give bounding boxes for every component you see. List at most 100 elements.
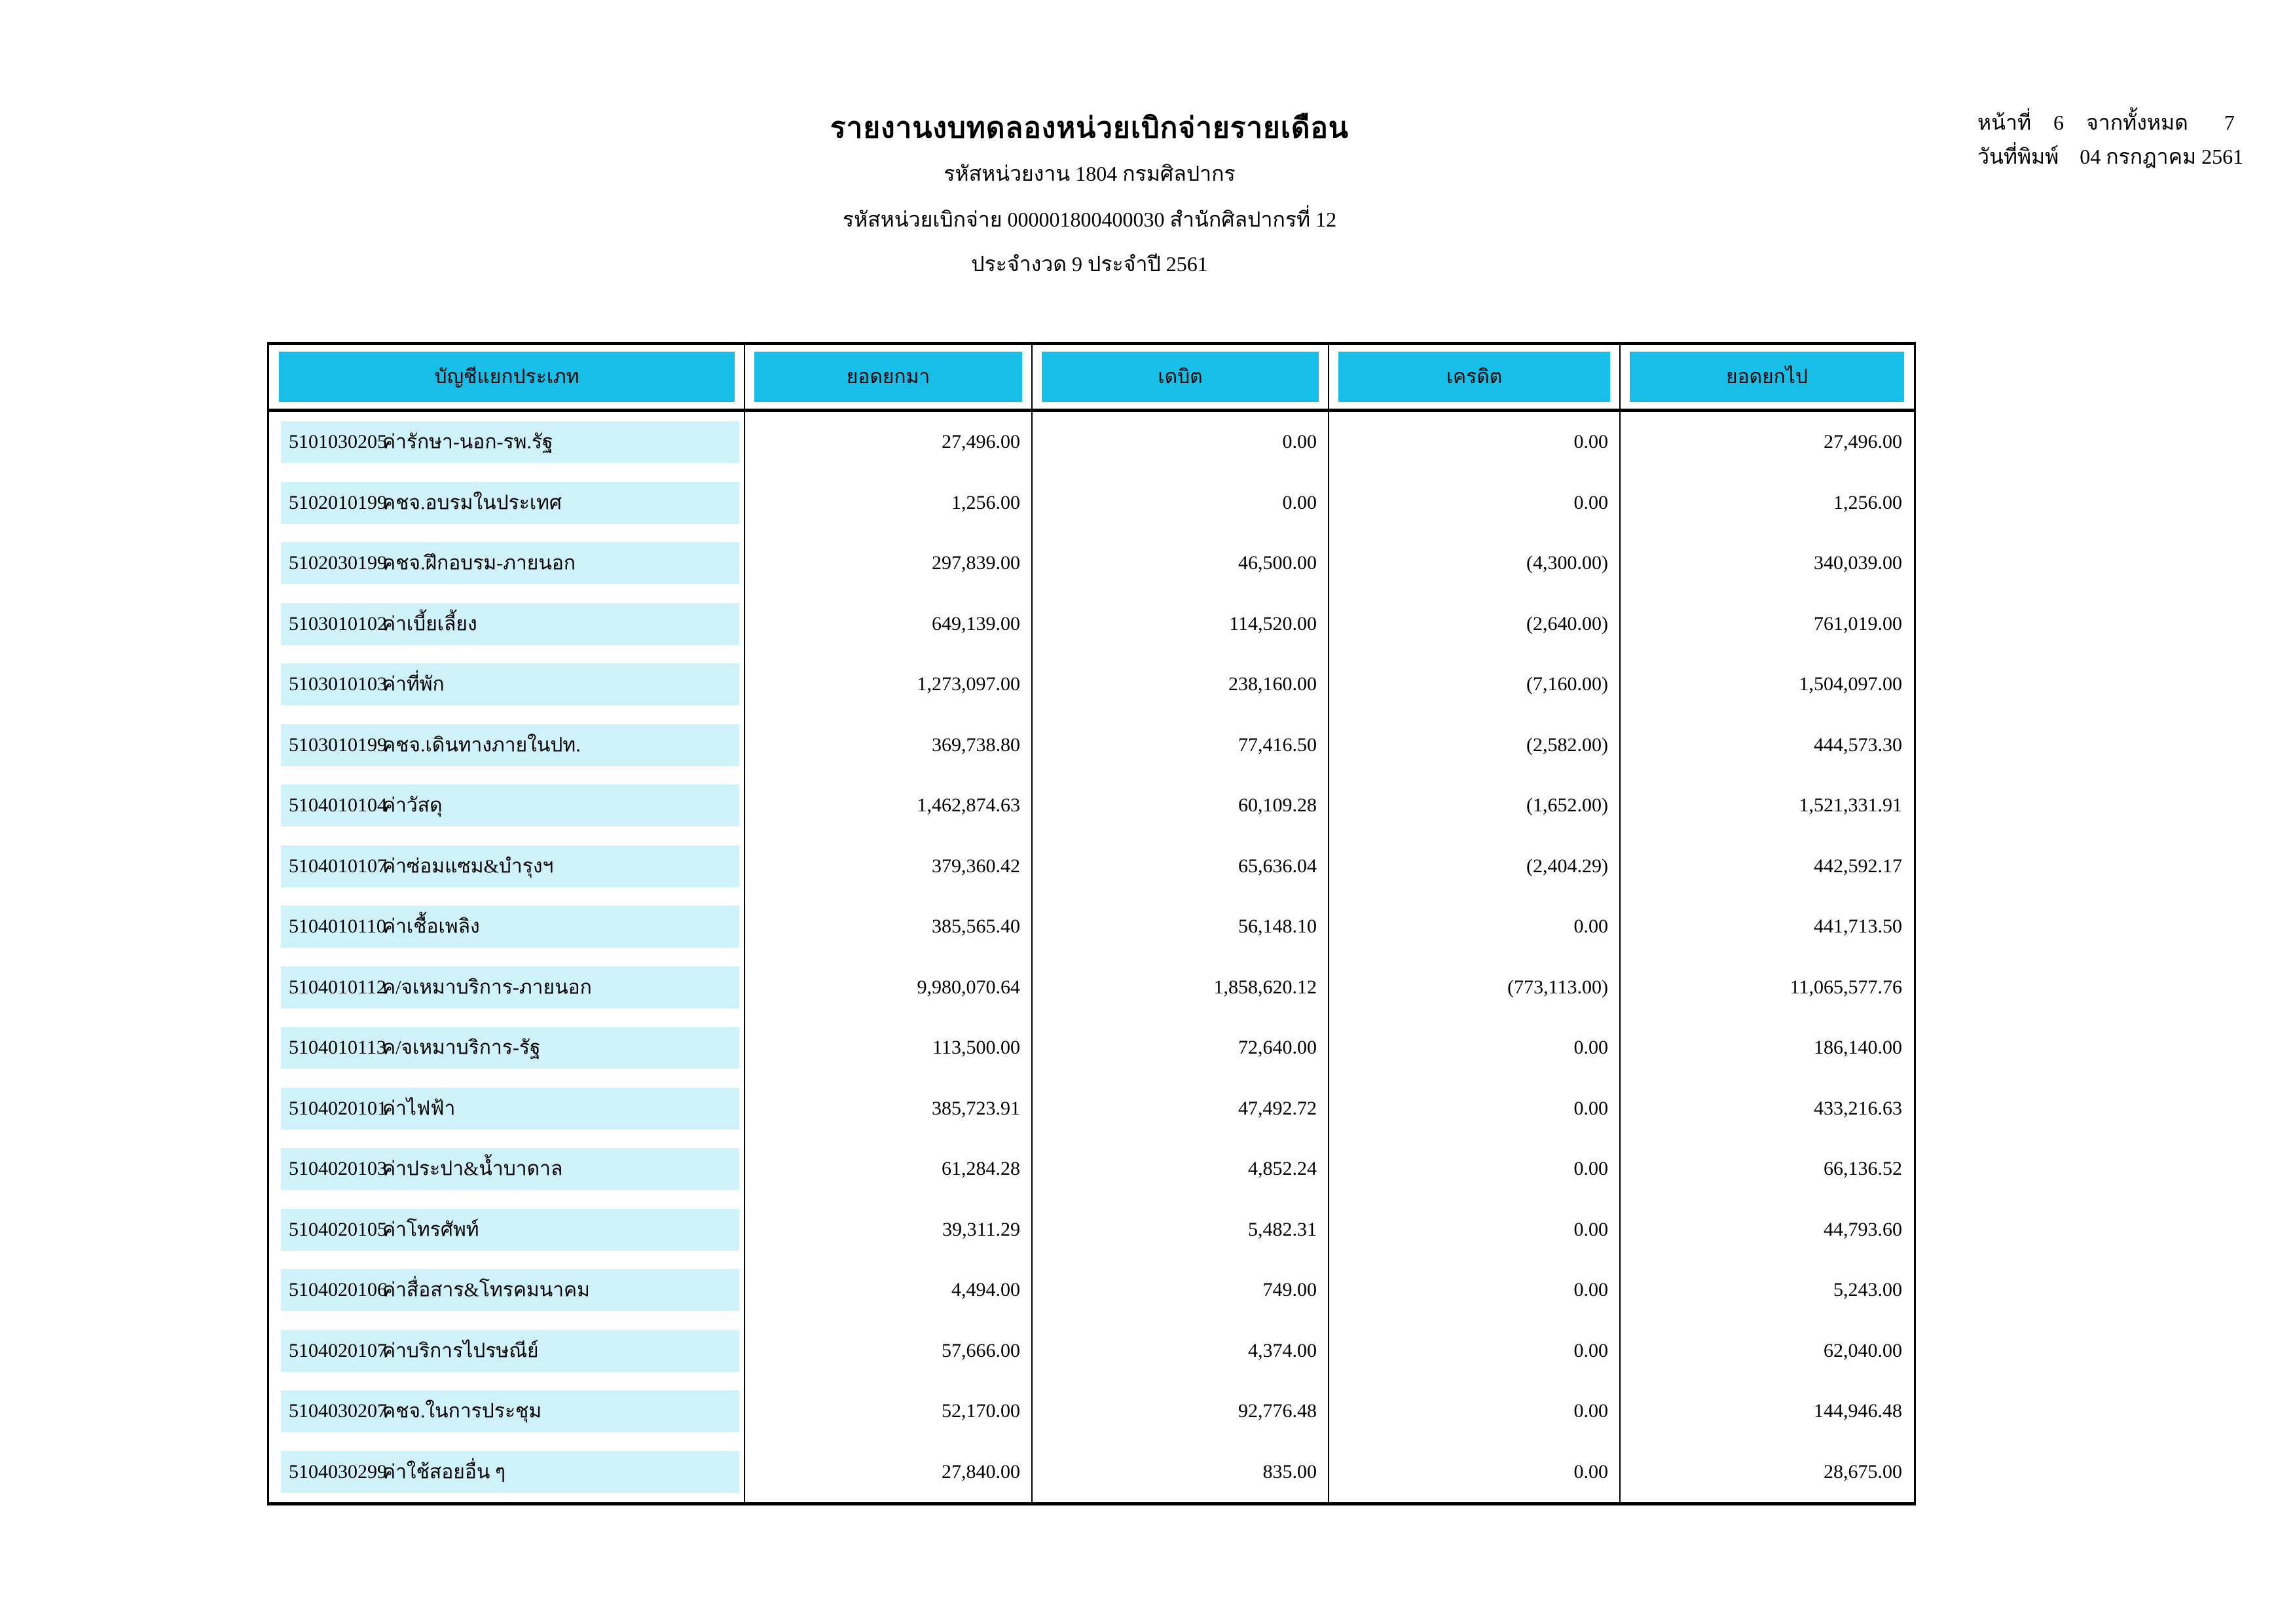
- account-code: 5104010112: [289, 976, 386, 998]
- opening-balance-value: 27,840.00: [942, 1460, 1020, 1483]
- debit-value: 114,520.00: [1229, 612, 1317, 635]
- debit-value: 749.00: [1262, 1279, 1317, 1301]
- account-highlight-band: 5101030205 ค่ารักษา-นอก-รพ.รัฐ: [281, 421, 739, 463]
- closing-balance-value: 340,039.00: [1814, 552, 1902, 574]
- opening-balance-value: 385,723.91: [932, 1097, 1020, 1119]
- debit-value: 4,852.24: [1248, 1158, 1317, 1180]
- period-line: ประจำงวด 9 ประจำปี 2561: [971, 252, 1208, 276]
- account-name: คชจ.ในการประชุม: [382, 1400, 542, 1422]
- print-date-value: 04 กรกฎาคม 2561: [2080, 145, 2244, 168]
- print-date-label: วันที่พิมพ์: [1977, 145, 2059, 168]
- account-cell: 5104030207 คชจ.ในการประชุม: [269, 1381, 744, 1442]
- table-row: 5104020103 ค่าประปา&น้ำบาดาล 61,284.28 4…: [269, 1139, 1914, 1200]
- debit-value: 238,160.00: [1228, 673, 1317, 695]
- opening-balance-value: 385,565.40: [932, 915, 1020, 938]
- account-highlight-band: 5104010104 ค่าวัสดุ: [281, 784, 739, 826]
- account-cell: 5103010103 ค่าที่พัก: [269, 654, 744, 715]
- account-highlight-band: 5104010110 ค่าเชื้อเพลิง: [281, 906, 739, 948]
- account-cell: 5103010102 ค่าเบี้ยเลี้ยง: [269, 594, 744, 655]
- column-divider: [1031, 345, 1033, 1502]
- table-row: 5104030207 คชจ.ในการประชุม 52,170.00 92,…: [269, 1381, 1914, 1442]
- account-highlight-band: 5104030207 คชจ.ในการประชุม: [281, 1390, 739, 1432]
- table-row: 5104010113 ค/จเหมาบริการ-รัฐ 113,500.00 …: [269, 1018, 1914, 1079]
- account-name: ค่ารักษา-นอก-รพ.รัฐ: [382, 431, 553, 453]
- opening-balance-value: 9,980,070.64: [917, 976, 1021, 998]
- opening-balance-value: 52,170.00: [942, 1400, 1020, 1422]
- account-code: 5102010199: [289, 491, 387, 513]
- opening-balance-value: 39,311.29: [942, 1218, 1020, 1240]
- credit-value: 0.00: [1573, 1279, 1609, 1301]
- table-row: 5102010199 คชจ.อบรมในประเทศ 1,256.00 0.0…: [269, 473, 1914, 534]
- opening-balance-value: 1,256.00: [951, 491, 1020, 513]
- closing-balance-value: 442,592.17: [1814, 855, 1902, 877]
- header-cell-opening-balance: ยอดยกมา: [744, 345, 1032, 409]
- closing-balance-value: 433,216.63: [1814, 1097, 1902, 1119]
- account-code: 5104020107: [289, 1339, 387, 1361]
- account-highlight-band: 5104030299 ค่าใช้สอยอื่น ๆ: [281, 1450, 739, 1493]
- credit-value: 0.00: [1573, 1400, 1609, 1422]
- print-date-line: วันที่พิมพ์ 04 กรกฎาคม 2561: [1977, 140, 2243, 174]
- credit-value: 0.00: [1573, 431, 1609, 453]
- account-code: 5104020106: [289, 1279, 387, 1301]
- credit-value: 0.00: [1573, 1097, 1609, 1119]
- credit-value: (2,582.00): [1526, 733, 1608, 756]
- debit-value: 47,492.72: [1238, 1097, 1317, 1119]
- debit-value: 46,500.00: [1238, 552, 1317, 574]
- account-name: ค่าสื่อสาร&โทรคมนาคม: [382, 1279, 590, 1301]
- report-title: รายงานงบทดลองหน่วยเบิกจ่ายรายเดือน: [830, 112, 1349, 144]
- debit-value: 4,374.00: [1248, 1339, 1317, 1361]
- account-code: 5102030199: [289, 552, 387, 574]
- credit-value: (773,113.00): [1507, 976, 1608, 998]
- column-divider: [1619, 345, 1621, 1502]
- account-name: ค่าประปา&น้ำบาดาล: [382, 1158, 563, 1180]
- opening-balance-value: 369,738.80: [932, 733, 1020, 756]
- table-row: 5104020105 ค่าโทรศัพท์ 39,311.29 5,482.3…: [269, 1200, 1914, 1261]
- account-cell: 5104010107 ค่าซ่อมแซม&บำรุงฯ: [269, 836, 744, 897]
- total-pages: 7: [2224, 111, 2235, 134]
- opening-balance-value: 379,360.42: [932, 855, 1020, 877]
- debit-value: 835.00: [1262, 1460, 1317, 1483]
- page-info: หน้าที่ 6 จากทั้งหมด 7 วันที่พิมพ์ 04 กรกฎาค…: [1977, 106, 2243, 174]
- account-name: คชจ.ฝึกอบรม-ภายนอก: [382, 552, 576, 574]
- closing-balance-value: 1,256.00: [1833, 491, 1902, 513]
- closing-balance-value: 28,675.00: [1824, 1460, 1902, 1483]
- table-row: 5104020107 ค่าบริการไปรษณีย์ 57,666.00 4…: [269, 1321, 1914, 1382]
- opening-balance-value: 1,273,097.00: [917, 673, 1021, 695]
- account-code: 5103010199: [289, 733, 387, 756]
- account-highlight-band: 5104020101 ค่าไฟฟ้า: [281, 1087, 739, 1130]
- credit-value: (2,640.00): [1526, 612, 1608, 635]
- credit-value: (1,652.00): [1526, 794, 1608, 817]
- account-name: ค่าซ่อมแซม&บำรุงฯ: [382, 855, 554, 877]
- header-cell-closing-balance: ยอดยกไป: [1620, 345, 1914, 409]
- header-cell-credit: เครดิต: [1329, 345, 1620, 409]
- account-highlight-band: 5104010107 ค่าซ่อมแซม&บำรุงฯ: [281, 845, 739, 887]
- account-highlight-band: 5103010103 ค่าที่พัก: [281, 663, 739, 705]
- opening-balance-value: 57,666.00: [942, 1339, 1020, 1361]
- account-name: ค่าเบี้ยเลี้ยง: [382, 613, 477, 635]
- opening-balance-value: 1,462,874.63: [917, 794, 1021, 817]
- closing-balance-value: 444,573.30: [1814, 733, 1902, 756]
- account-highlight-band: 5104020105 ค่าโทรศัพท์: [281, 1208, 739, 1251]
- closing-balance-value: 44,793.60: [1824, 1218, 1902, 1240]
- table-row: 5104020106 ค่าสื่อสาร&โทรคมนาคม 4,494.00…: [269, 1260, 1914, 1321]
- agency-code-line: รหัสหน่วยงาน 1804 กรมศิลปากร: [944, 162, 1236, 185]
- account-name: ค่าที่พัก: [382, 673, 445, 695]
- table-row: 5104010107 ค่าซ่อมแซม&บำรุงฯ 379,360.42 …: [269, 836, 1914, 897]
- account-code: 5103010103: [289, 673, 387, 695]
- account-highlight-band: 5104010113 ค/จเหมาบริการ-รัฐ: [281, 1027, 739, 1069]
- credit-value: (4,300.00): [1526, 552, 1608, 574]
- account-cell: 5104020107 ค่าบริการไปรษณีย์: [269, 1321, 744, 1382]
- closing-balance-value: 62,040.00: [1824, 1339, 1902, 1361]
- debit-value: 0.00: [1282, 431, 1317, 453]
- account-name: ค/จเหมาบริการ-รัฐ: [382, 1037, 541, 1059]
- account-name: ค่าเชื้อเพลิง: [382, 915, 480, 938]
- table-row: 5104010112 ค/จเหมาบริการ-ภายนอก 9,980,07…: [269, 957, 1914, 1018]
- closing-balance-value: 5,243.00: [1833, 1279, 1902, 1301]
- account-code: 5101030205: [289, 431, 387, 452]
- account-cell: 5104020101 ค่าไฟฟ้า: [269, 1079, 744, 1139]
- credit-value: (7,160.00): [1526, 673, 1608, 695]
- account-cell: 5104010110 ค่าเชื้อเพลิง: [269, 896, 744, 957]
- account-code: 5104010110: [289, 915, 386, 937]
- of-total-label: จากทั้งหมด: [2086, 111, 2188, 134]
